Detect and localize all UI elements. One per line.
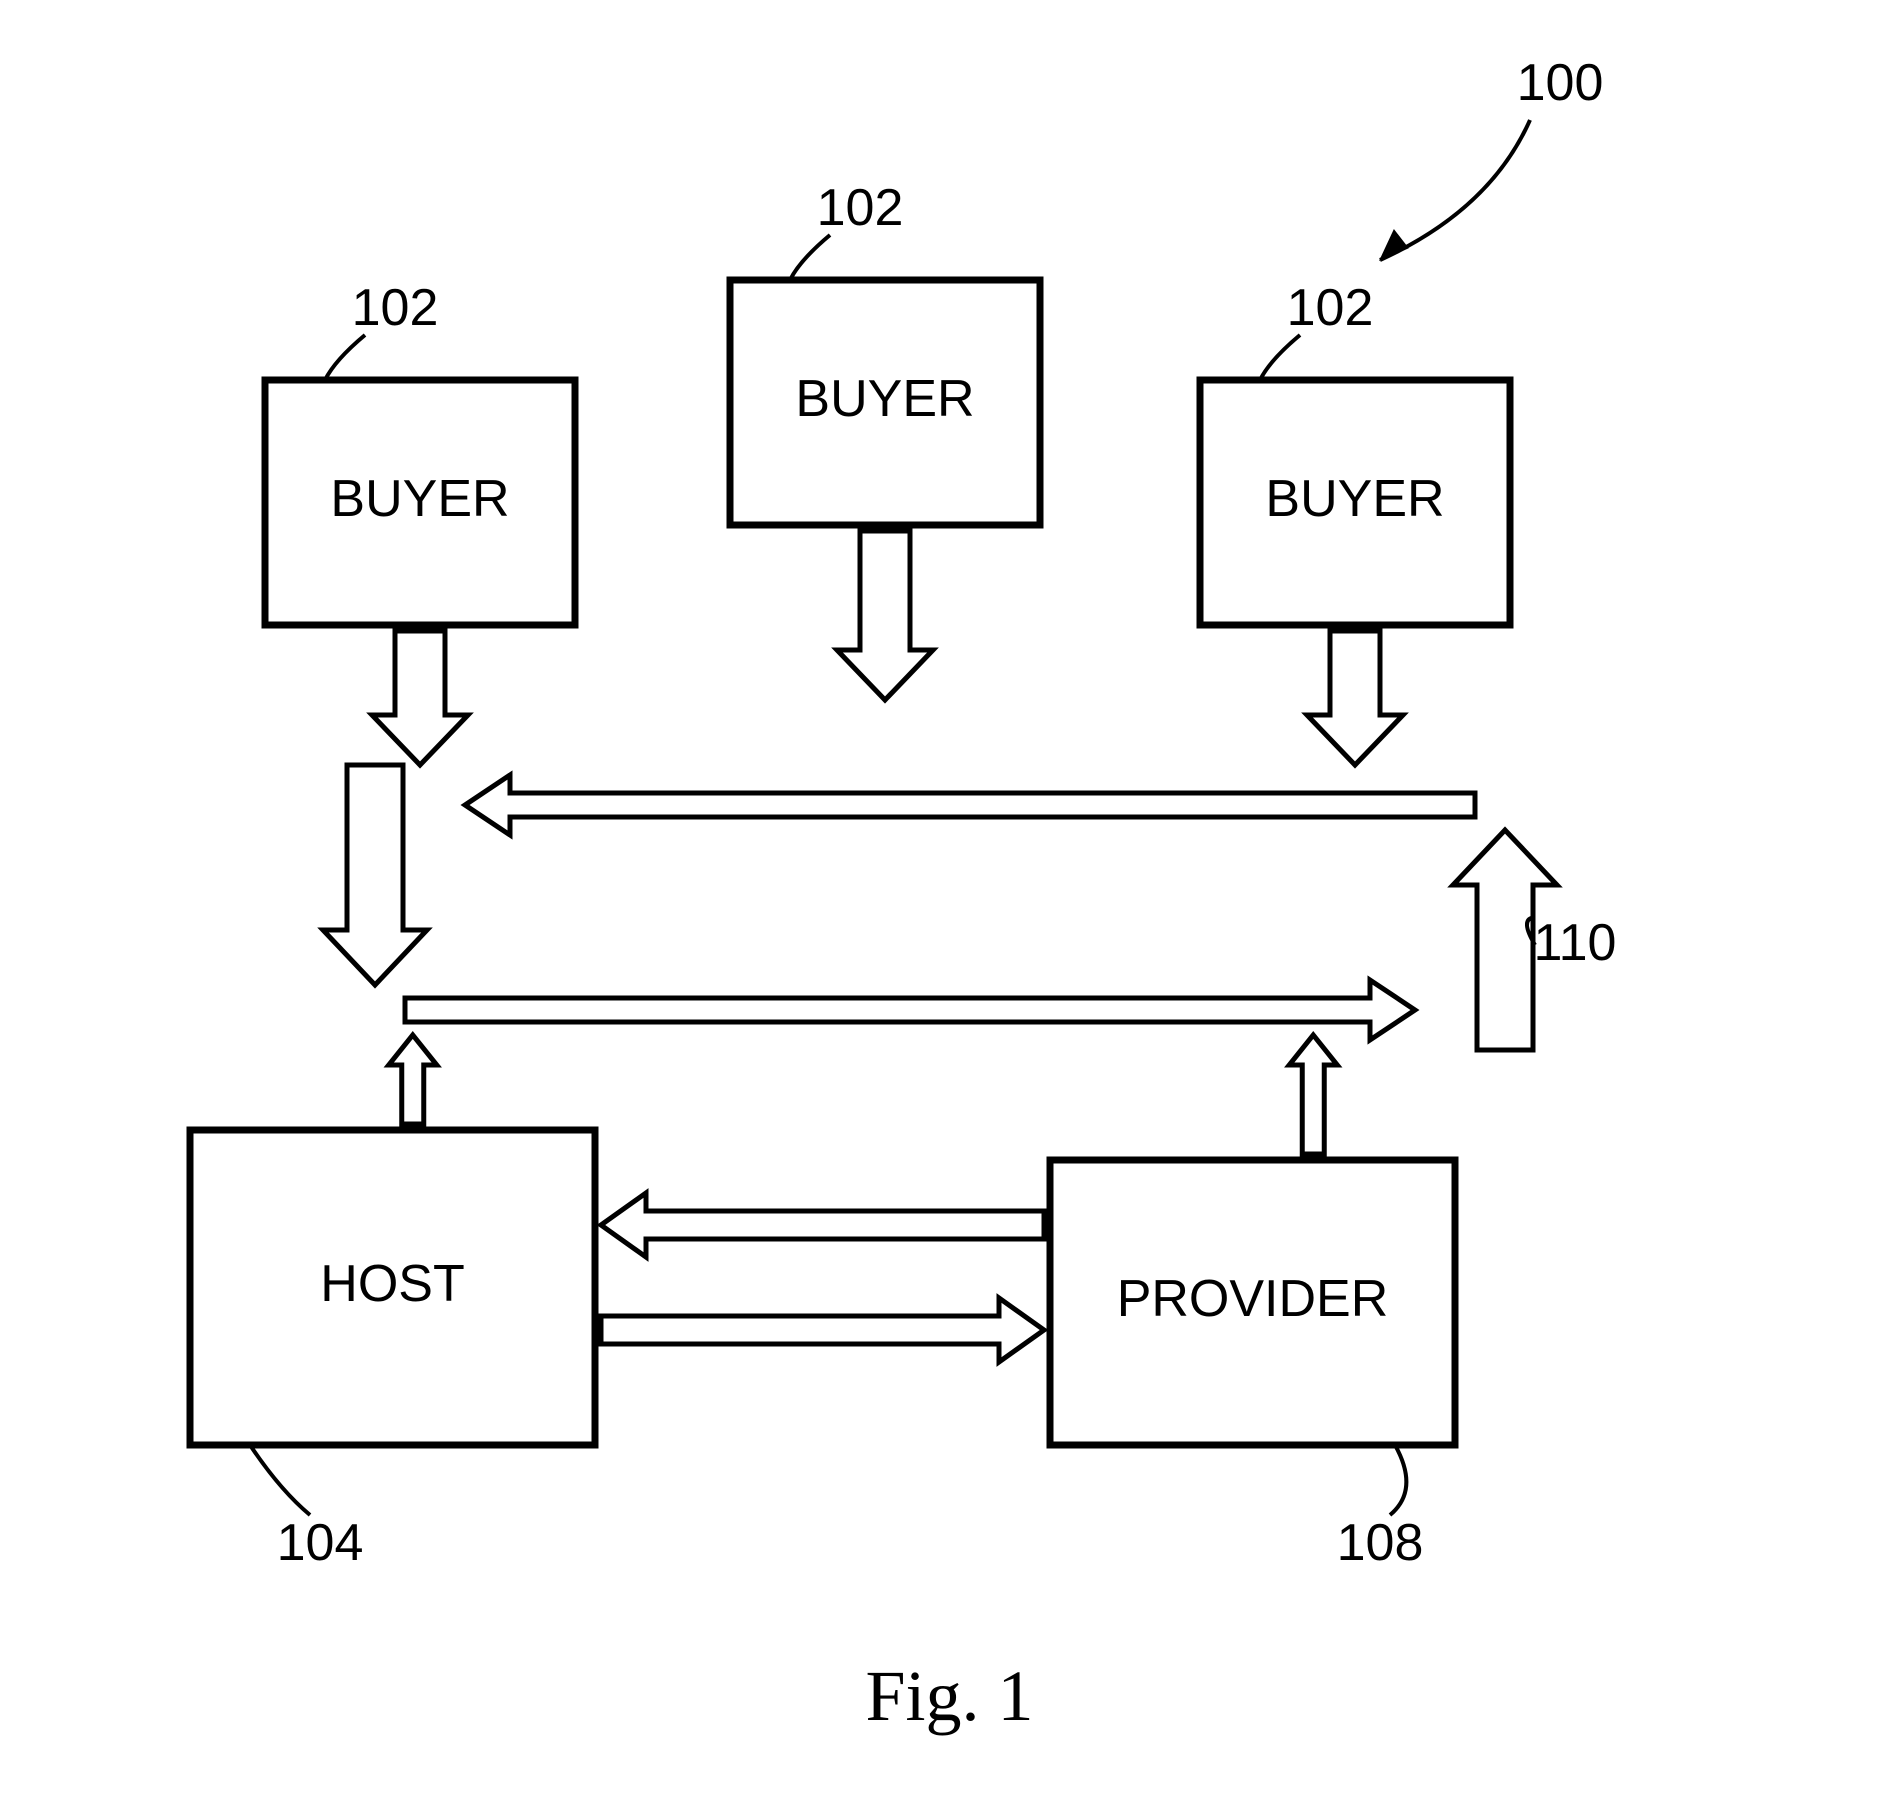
buyer3-label: BUYER	[1265, 470, 1444, 528]
arrow-bus-down-left	[323, 765, 427, 985]
arrow-buyer2-down	[837, 531, 933, 700]
leader-100	[1380, 120, 1530, 260]
arrow-provider-up	[1289, 1035, 1337, 1154]
ref-r100: 100	[1517, 54, 1604, 112]
ref-r104: 104	[277, 1514, 364, 1572]
arrow-bus-left	[465, 775, 1475, 835]
arrow-host-up	[389, 1035, 437, 1124]
ref-r102_c: 102	[1287, 279, 1374, 337]
leader-104	[250, 1445, 310, 1515]
figure-label: Fig. 1	[865, 1656, 1033, 1736]
provider-label: PROVIDER	[1117, 1270, 1389, 1328]
arrow-buyer3-down	[1307, 631, 1403, 765]
arrow-buyer1-down	[372, 631, 468, 765]
host-label: HOST	[320, 1255, 464, 1313]
ref-r102_b: 102	[817, 179, 904, 237]
leader-108	[1390, 1445, 1406, 1515]
arrow-bus-right	[405, 980, 1415, 1040]
arrow-host-to-provider	[601, 1298, 1044, 1362]
buyer1-label: BUYER	[330, 470, 509, 528]
buyer2-label: BUYER	[795, 370, 974, 428]
leader-102b	[790, 235, 830, 280]
arrow-provider-to-host	[601, 1193, 1044, 1257]
leader-102a	[325, 335, 365, 380]
ref-r102_a: 102	[352, 279, 439, 337]
ref-r110: 110	[1534, 914, 1617, 972]
leader-102c	[1260, 335, 1300, 380]
ref-r108: 108	[1337, 1514, 1424, 1572]
